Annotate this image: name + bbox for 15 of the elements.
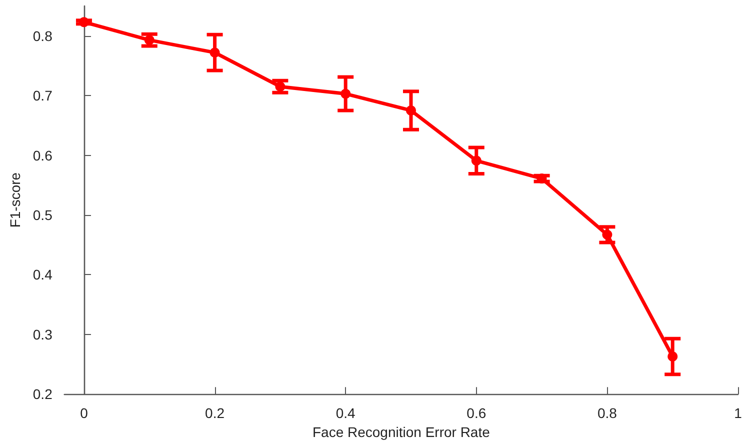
y-tick-label: 0.2	[32, 386, 53, 402]
y-tick-label: 0.4	[32, 266, 53, 283]
x-tick-label: 0.6	[466, 405, 486, 422]
x-axis-title: Face Recognition Error Rate	[312, 424, 490, 440]
y-tick-label: 0.3	[32, 326, 53, 342]
x-tick-label: 0.8	[597, 405, 618, 422]
y-tick-label: 0.5	[32, 206, 53, 223]
x-tick-label: 0.2	[205, 405, 225, 422]
y-tick-label: 0.6	[32, 147, 53, 164]
y-tick-label: 0.7	[32, 88, 53, 104]
x-tick-label: 0.4	[336, 405, 356, 422]
x-tick-label: 0	[80, 405, 88, 422]
x-tick-label: 1	[734, 405, 742, 422]
y-tick-label: 0.8	[32, 28, 53, 44]
y-axis-title: F1-score	[7, 172, 23, 228]
